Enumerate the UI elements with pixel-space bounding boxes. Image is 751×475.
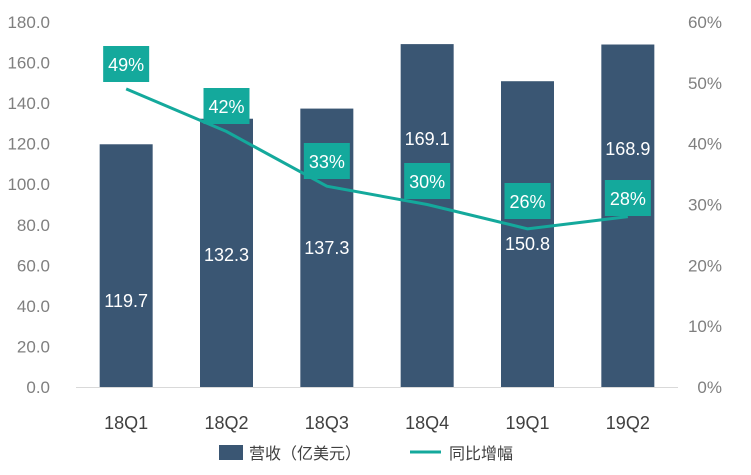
left-tick-label: 80.0	[17, 216, 50, 235]
bar-value-labels: 119.7 132.3 137.3 169.1 150.8 168.9	[104, 129, 650, 311]
right-tick-label: 30%	[688, 196, 722, 215]
left-tick-label: 100.0	[7, 175, 50, 194]
right-tick-label: 60%	[688, 13, 722, 32]
legend-bar-label: 营收（亿美元）	[249, 444, 361, 463]
right-axis-ticks: 0% 10% 20% 30% 40% 50% 60%	[688, 13, 722, 397]
bar-value-label: 132.3	[204, 245, 249, 265]
growth-label-box	[604, 180, 651, 216]
left-tick-label: 120.0	[7, 135, 50, 154]
category-labels: 18Q1 18Q2 18Q3 18Q4 19Q1 19Q2	[104, 413, 650, 433]
bar-value-label: 150.8	[505, 234, 550, 254]
right-tick-label: 0%	[697, 378, 722, 397]
growth-value-label: 49%	[108, 55, 144, 75]
category-label: 19Q1	[505, 413, 549, 433]
bar-series	[99, 44, 655, 388]
bar	[200, 118, 253, 387]
category-label: 18Q1	[104, 413, 148, 433]
bar-value-label: 169.1	[405, 129, 450, 149]
left-tick-label: 160.0	[7, 54, 50, 73]
left-tick-label: 60.0	[17, 256, 50, 275]
left-tick-label: 0.0	[26, 378, 50, 397]
legend-bar-swatch	[219, 445, 243, 460]
category-label: 18Q3	[305, 413, 349, 433]
growth-value-labels: 49% 42% 33% 30% 26% 28%	[103, 46, 651, 219]
bar-value-label: 168.9	[605, 139, 650, 159]
category-label: 18Q4	[405, 413, 449, 433]
bar-value-label: 137.3	[304, 238, 349, 258]
bar	[501, 81, 554, 387]
growth-value-label: 33%	[309, 152, 345, 172]
left-tick-label: 140.0	[7, 94, 50, 113]
category-label: 19Q2	[606, 413, 650, 433]
growth-label-box	[303, 143, 350, 179]
bar	[400, 44, 454, 387]
growth-label-box	[504, 183, 551, 219]
right-tick-label: 20%	[688, 256, 722, 275]
right-tick-label: 50%	[688, 74, 722, 93]
left-tick-label: 20.0	[17, 337, 50, 356]
growth-value-label: 26%	[509, 192, 545, 212]
growth-value-label: 28%	[610, 189, 646, 209]
right-tick-label: 40%	[688, 135, 722, 154]
legend: 营收（亿美元） 同比增幅	[219, 444, 513, 463]
left-tick-label: 180.0	[7, 13, 50, 32]
growth-label-box	[404, 163, 451, 199]
growth-label-box	[103, 46, 150, 82]
legend-line-label: 同比增幅	[449, 444, 513, 463]
growth-value-label: 30%	[409, 172, 445, 192]
left-axis-ticks: 0.0 20.0 40.0 60.0 80.0 100.0 120.0 140.0 160.0 1…	[7, 13, 50, 397]
bar-value-label: 119.7	[104, 291, 148, 311]
right-tick-label: 10%	[688, 317, 722, 336]
growth-label-box	[203, 88, 250, 124]
growth-value-label: 42%	[208, 97, 244, 117]
category-label: 18Q2	[204, 413, 248, 433]
growth-line	[125, 87, 629, 231]
bar	[99, 144, 153, 387]
left-tick-label: 40.0	[17, 297, 50, 316]
